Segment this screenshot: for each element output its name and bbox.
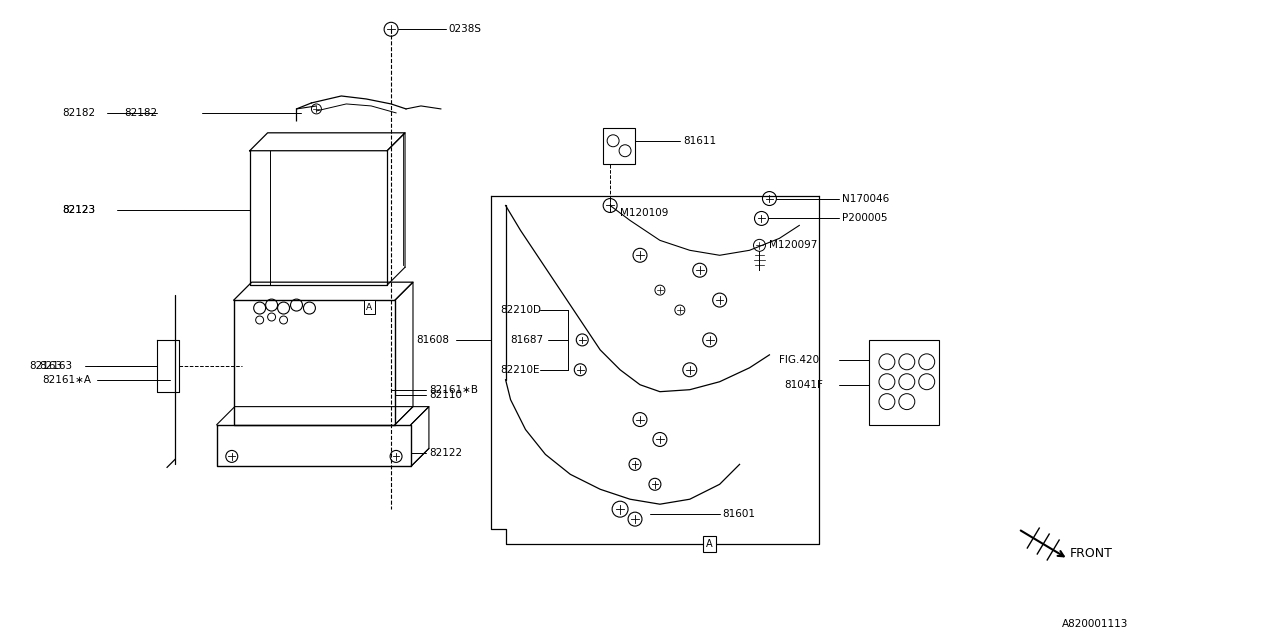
Text: A820001113: A820001113 [1061, 619, 1128, 628]
Text: 82210E: 82210E [500, 365, 540, 375]
Text: P200005: P200005 [842, 214, 887, 223]
Text: 82163: 82163 [40, 361, 73, 371]
Text: 0238S: 0238S [449, 24, 481, 35]
Text: 81601: 81601 [723, 509, 755, 519]
Text: 82182: 82182 [63, 108, 96, 118]
Text: M120097: M120097 [769, 241, 818, 250]
Text: A: A [366, 303, 372, 312]
Text: 81041F: 81041F [785, 380, 823, 390]
Text: 82123: 82123 [63, 205, 96, 216]
Text: A: A [707, 539, 713, 549]
Bar [603, 128, 635, 164]
Text: 82182: 82182 [124, 108, 157, 118]
Text: 82122: 82122 [429, 449, 462, 458]
Text: 81611: 81611 [682, 136, 716, 146]
Text: 81687: 81687 [511, 335, 544, 345]
Text: 82161∗A: 82161∗A [42, 375, 92, 385]
Text: 82161∗B: 82161∗B [429, 385, 477, 395]
Text: 81608: 81608 [416, 335, 449, 345]
Text: N170046: N170046 [842, 193, 890, 204]
Text: 82110: 82110 [429, 390, 462, 399]
Text: 82123: 82123 [63, 205, 96, 216]
Text: M120109: M120109 [620, 209, 668, 218]
Text: 82163: 82163 [29, 361, 63, 371]
Text: 82210D: 82210D [500, 305, 541, 315]
Bar [869, 340, 938, 424]
Text: FIG.420: FIG.420 [780, 355, 819, 365]
Text: FRONT: FRONT [1070, 547, 1114, 561]
